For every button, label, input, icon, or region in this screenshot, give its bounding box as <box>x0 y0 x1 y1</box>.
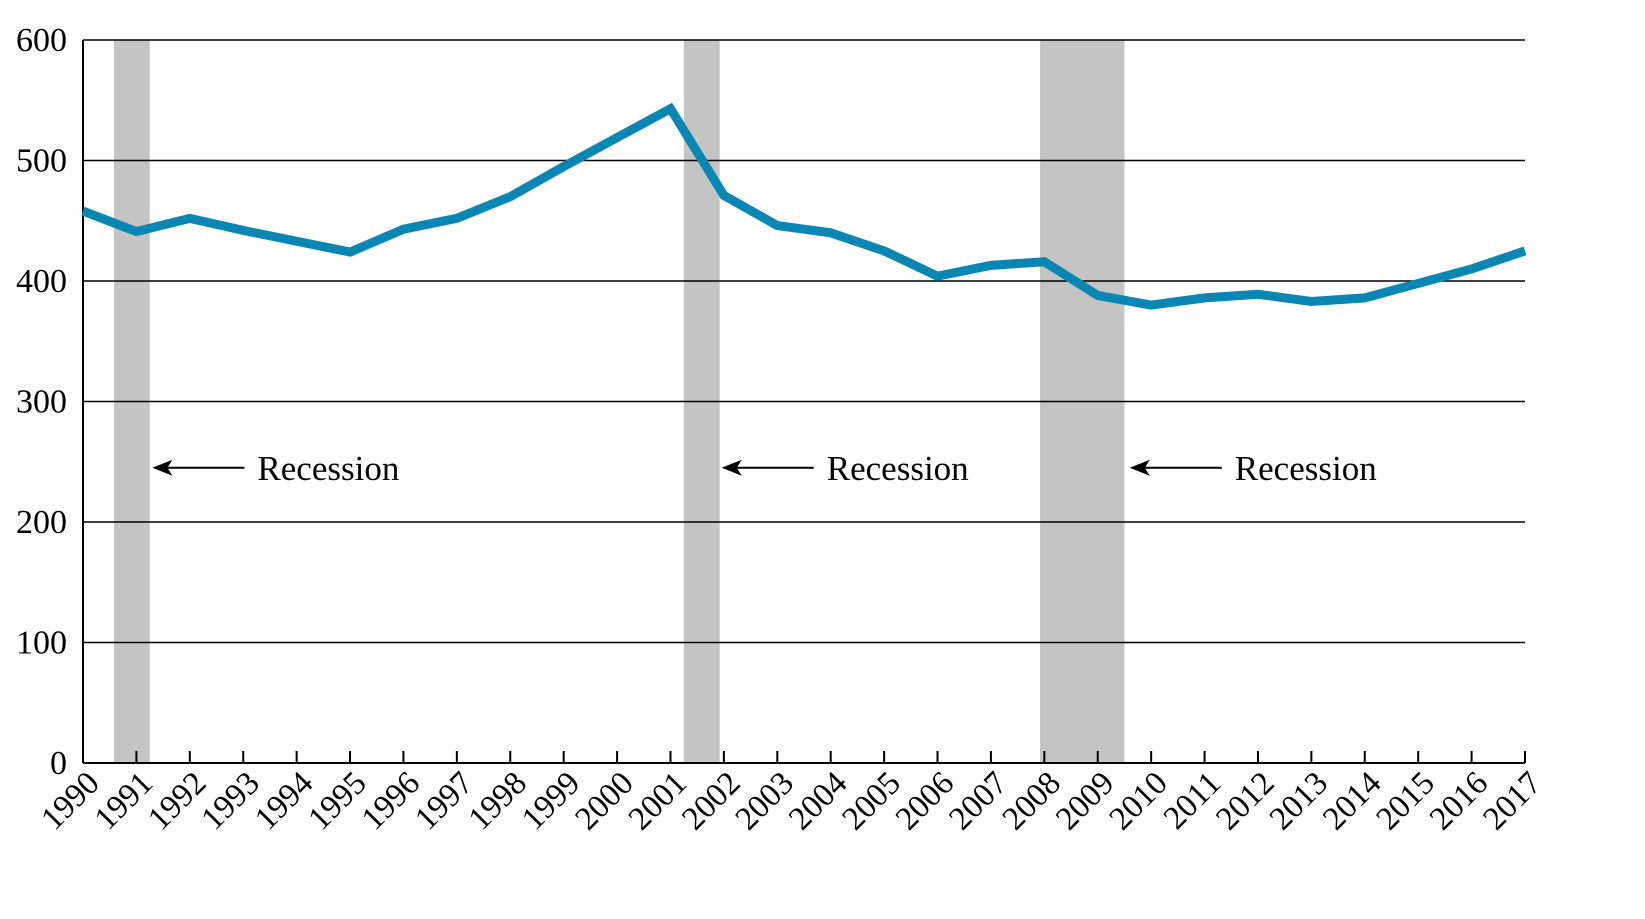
x-tick-label: 2011 <box>1157 765 1228 836</box>
x-tick-label: 2014 <box>1316 765 1388 837</box>
axes <box>82 40 1525 764</box>
y-tick-label: 500 <box>16 143 67 180</box>
x-tick-label: 1991 <box>88 765 160 837</box>
x-tick-label: 2017 <box>1477 765 1549 837</box>
x-tick-label: 1993 <box>195 765 267 837</box>
recession-annotations: Recession Recession Recession <box>152 449 1377 488</box>
x-tick-label: 1999 <box>515 765 587 837</box>
x-tick-label: 2008 <box>996 765 1068 837</box>
y-tick-label: 200 <box>16 504 67 541</box>
x-tick-label: 1997 <box>408 765 480 837</box>
y-tick-labels: 0 100 200 300 400 500 600 <box>16 22 67 782</box>
x-tick-label: 2003 <box>729 765 801 837</box>
y-tick-label: 400 <box>16 263 67 300</box>
x-tick-label: 2005 <box>836 765 908 837</box>
x-tick-label: 1990 <box>35 765 107 837</box>
x-tick-label: 1996 <box>355 765 427 837</box>
x-tick-label: 2002 <box>675 765 747 837</box>
x-tick-label: 1995 <box>302 765 374 837</box>
x-tick-label: 2007 <box>942 765 1014 837</box>
arrow-head <box>721 459 742 476</box>
x-tick-label: 2004 <box>782 765 854 837</box>
x-tick-label: 2012 <box>1209 765 1281 837</box>
x-tick-label: 2009 <box>1049 765 1121 837</box>
x-tick-label: 2015 <box>1370 765 1442 837</box>
x-tick-label: 1994 <box>248 765 320 837</box>
recession-annotation: Recession <box>721 449 969 488</box>
recession-annotation: Recession <box>1129 449 1377 488</box>
x-tick-label: 2000 <box>569 765 641 837</box>
x-tick-label: 1992 <box>141 765 213 837</box>
arrow-head <box>1129 459 1150 476</box>
x-tick-label: 2001 <box>622 765 694 837</box>
y-tick-label: 600 <box>16 22 67 59</box>
series <box>81 102 1527 310</box>
recession-label: Recession <box>257 449 399 488</box>
y-tick-label: 300 <box>16 384 67 421</box>
recession-label: Recession <box>1235 449 1377 488</box>
series-line <box>81 102 1527 310</box>
recession-annotation: Recession <box>152 449 399 488</box>
recession-label: Recession <box>827 449 969 488</box>
arrow-head <box>152 459 173 476</box>
x-tick-label: 2013 <box>1263 765 1335 837</box>
gridlines <box>83 39 1525 644</box>
y-tick-label: 0 <box>50 745 67 782</box>
x-tick-label: 2016 <box>1423 765 1495 837</box>
x-tick-label: 1998 <box>462 765 534 837</box>
x-tick-label: 2006 <box>889 765 961 837</box>
x-tick-label: 2010 <box>1103 765 1175 837</box>
y-tick-label: 100 <box>16 625 67 662</box>
